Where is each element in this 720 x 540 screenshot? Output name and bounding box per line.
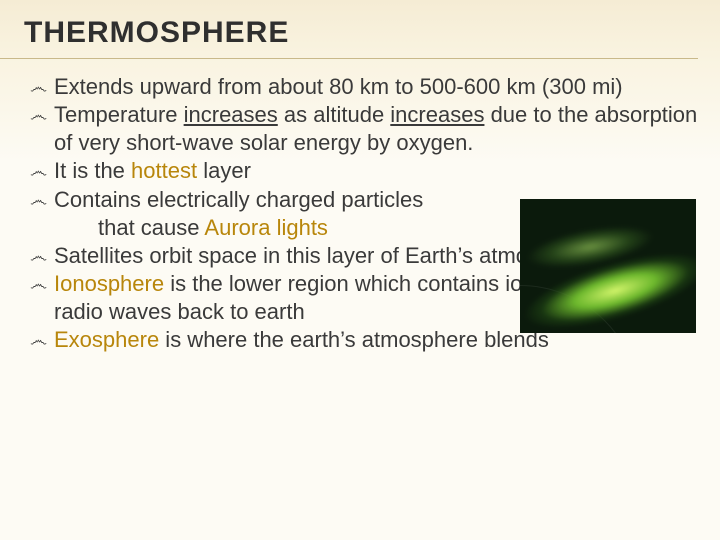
text-segment: Extends upward from about 80 km to 500-6…	[54, 74, 623, 99]
text-segment: Temperature	[54, 102, 184, 127]
aurora-photo	[520, 199, 696, 333]
bullet-item: ෴Temperature increases as altitude incre…	[30, 101, 698, 157]
text-segment: Contains electrically charged particles	[54, 187, 423, 212]
text-segment: is where the earth’s atmosphere blends	[159, 327, 549, 352]
bullet-text: Temperature increases as altitude increa…	[54, 101, 698, 157]
text-segment: Ionosphere	[54, 271, 164, 296]
bullet-icon: ෴	[30, 270, 50, 298]
bullet-item: ෴Extends upward from about 80 km to 500-…	[30, 73, 698, 101]
bullet-icon: ෴	[30, 326, 50, 354]
bullet-icon: ෴	[30, 157, 50, 185]
text-segment: that cause	[98, 215, 204, 240]
bullet-item: ෴It is the hottest layer	[30, 157, 698, 185]
bullet-icon: ෴	[30, 101, 50, 129]
text-segment: increases	[390, 102, 484, 127]
bullet-text: It is the hottest layer	[54, 157, 698, 185]
text-segment: as altitude	[278, 102, 391, 127]
text-segment: layer	[197, 158, 251, 183]
page-title: THERMOSPHERE	[0, 0, 698, 59]
text-segment: It is the	[54, 158, 131, 183]
bullet-text: Extends upward from about 80 km to 500-6…	[54, 73, 698, 101]
text-segment: Exosphere	[54, 327, 159, 352]
bullet-icon: ෴	[30, 73, 50, 101]
text-segment: Aurora lights	[204, 215, 328, 240]
bullet-icon: ෴	[30, 186, 50, 214]
text-segment: hottest	[131, 158, 197, 183]
text-segment: increases	[184, 102, 278, 127]
bullet-icon: ෴	[30, 242, 50, 270]
